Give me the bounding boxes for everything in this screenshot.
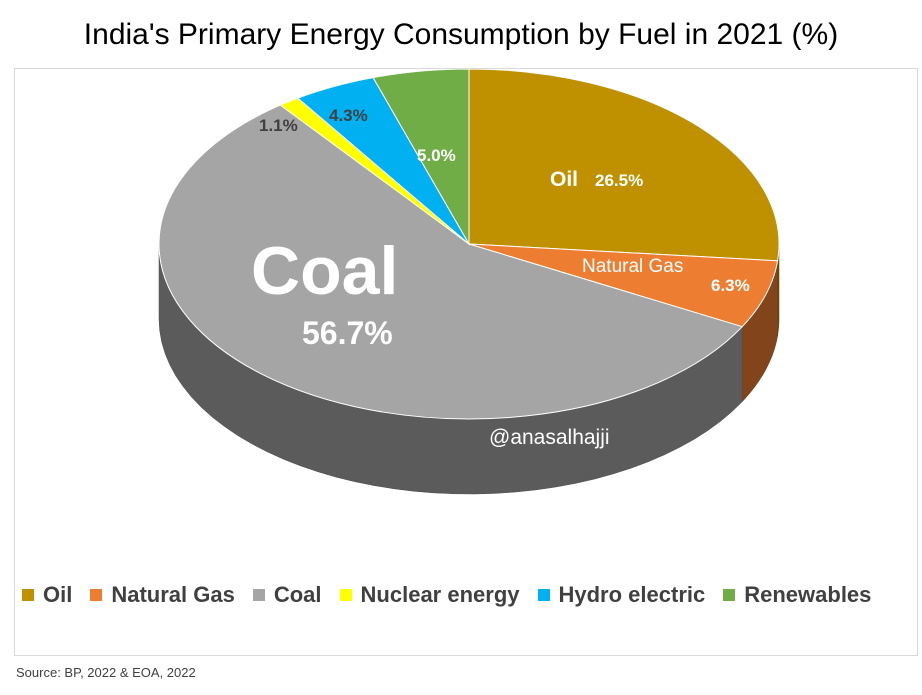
legend-label: Hydro electric xyxy=(558,582,706,607)
legend-swatch xyxy=(537,589,550,601)
legend-label: Natural Gas xyxy=(111,582,235,607)
label-coal-name: Coal xyxy=(251,233,398,309)
legend-label: Renewables xyxy=(744,582,872,607)
legend-label: Coal xyxy=(273,582,322,607)
label-nuclear-value: 1.1% xyxy=(259,116,298,135)
label-oil-name: Oil xyxy=(550,168,578,191)
chart-area: Oil 26.5% Natural Gas 6.3% Coal 56.7% 5.0% 4.3%… xyxy=(14,68,918,656)
pie-slice-renewables xyxy=(372,69,470,246)
legend-label: Oil xyxy=(43,582,73,607)
label-coal-value: 56.7% xyxy=(302,315,393,351)
pie-slice-natural-gas xyxy=(468,243,779,328)
legend-item-coal: Coal xyxy=(252,582,322,608)
legend-item-nuclear-energy: Nuclear energy xyxy=(339,582,520,608)
legend-item-hydro-electric: Hydro electric xyxy=(537,582,706,608)
chart-title: India's Primary Energy Consumption by Fu… xyxy=(83,18,839,51)
legend-swatch xyxy=(252,589,265,601)
legend: Oil Natural Gas Coal Nuclear energy Hydro el… xyxy=(22,582,922,608)
watermark: @anasalhajji xyxy=(489,426,610,449)
pie-chart: Oil 26.5% Natural Gas 6.3% Coal 56.7% 5.0% 4.3%… xyxy=(158,69,780,495)
pie-slice-coal xyxy=(158,104,744,420)
label-hydro-value: 4.3% xyxy=(329,106,368,125)
legend-item-oil: Oil xyxy=(22,582,72,608)
label-natural-gas-name: Natural Gas xyxy=(582,256,683,277)
legend-swatch xyxy=(339,589,352,601)
label-oil-value: 26.5% xyxy=(595,171,643,190)
legend-swatch xyxy=(723,589,736,601)
legend-item-natural-gas: Natural Gas xyxy=(90,582,235,608)
pie-slice-oil xyxy=(468,69,780,262)
label-renewables-value: 5.0% xyxy=(417,146,456,165)
label-natural-gas-value: 6.3% xyxy=(711,276,750,295)
legend-label: Nuclear energy xyxy=(360,582,520,607)
legend-swatch xyxy=(22,589,34,601)
legend-item-renewables: Renewables xyxy=(723,582,871,608)
source-note: Source: BP, 2022 & EOA, 2022 xyxy=(16,665,196,680)
legend-swatch xyxy=(90,589,103,601)
